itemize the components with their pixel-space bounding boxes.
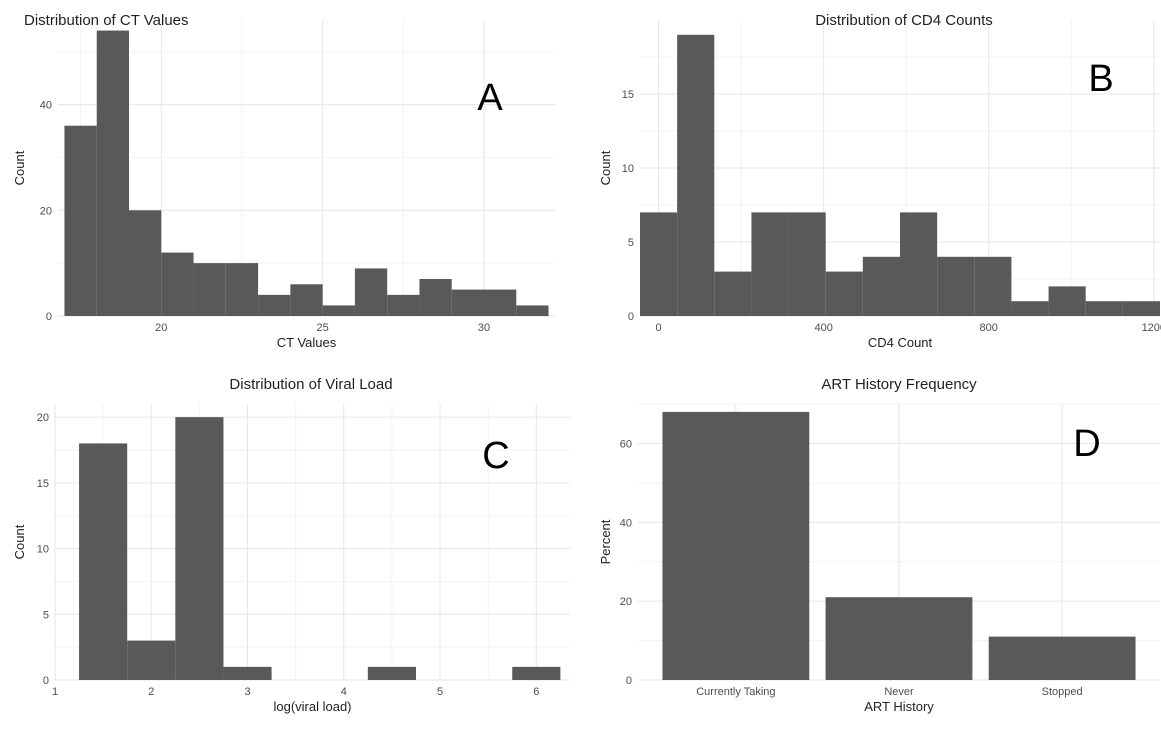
- x-axis-label: CT Values: [277, 335, 337, 350]
- x-category-label: Stopped: [1042, 686, 1083, 698]
- y-tick-label: 0: [628, 311, 634, 323]
- x-axis-label: CD4 Count: [868, 335, 933, 350]
- histogram-bar: [322, 305, 355, 316]
- x-tick-label: 25: [317, 322, 329, 334]
- y-axis-label: Count: [12, 150, 27, 185]
- panel-letter: D: [1073, 423, 1100, 465]
- histogram-bar: [225, 263, 259, 316]
- histogram-bar: [862, 256, 900, 316]
- histogram-bar: [175, 417, 224, 680]
- bar: [825, 597, 973, 680]
- y-tick-label: 0: [43, 675, 49, 687]
- bar: [988, 636, 1136, 680]
- histogram-bar: [419, 279, 452, 316]
- chart-title: Distribution of Viral Load: [229, 376, 392, 393]
- x-tick-label: 4: [341, 686, 347, 698]
- histogram-bar: [193, 263, 226, 316]
- y-tick-label: 40: [40, 100, 52, 112]
- y-tick-label: 20: [37, 412, 49, 424]
- x-tick-label: 1200: [1142, 322, 1161, 334]
- histogram-bar: [900, 212, 938, 316]
- y-tick-label: 5: [43, 609, 49, 621]
- histogram-bar: [714, 271, 752, 316]
- y-axis-label: Percent: [598, 519, 613, 564]
- histogram-bar: [1011, 301, 1049, 316]
- histogram-bar: [751, 212, 789, 316]
- x-tick-label: 400: [814, 322, 832, 334]
- panel-letter: B: [1088, 58, 1113, 100]
- histogram-bar: [512, 666, 561, 680]
- histogram-bar: [825, 271, 863, 316]
- y-tick-label: 0: [626, 675, 632, 687]
- panel-d: 0 20 40 60 Currently Taking Never Stopped ART H…: [598, 376, 1160, 714]
- panel-c: 0 5 10 15 20 1 2 3 4 5 6 Distribution of Viral Load…: [12, 376, 570, 714]
- panel-b: 0 5 10 15 0 400 800 1200 Distribution of CD4 Cou…: [598, 12, 1161, 350]
- y-tick-label: 0: [46, 311, 52, 323]
- chart-title: Distribution of CT Values: [24, 12, 189, 29]
- panel-letter: C: [482, 435, 509, 477]
- histogram-bar: [1085, 301, 1123, 316]
- y-tick-label: 5: [628, 237, 634, 249]
- histogram-bar: [484, 289, 517, 316]
- y-tick-label: 20: [620, 596, 632, 608]
- x-axis-label: log(viral load): [273, 699, 351, 714]
- histogram-bar: [516, 305, 549, 316]
- histogram-bar: [258, 294, 291, 316]
- y-tick-label: 15: [622, 89, 634, 101]
- histogram-bar: [1048, 286, 1086, 316]
- x-axis-label: ART History: [864, 699, 934, 714]
- y-tick-label: 40: [620, 517, 632, 529]
- x-category-label: Currently Taking: [696, 686, 775, 698]
- bar: [662, 411, 810, 680]
- histogram-bar: [367, 666, 416, 680]
- histogram-bar: [96, 30, 129, 316]
- x-category-label: Never: [884, 686, 914, 698]
- x-tick-label: 800: [980, 322, 998, 334]
- x-tick-label: 2: [148, 686, 154, 698]
- x-tick-label: 1: [52, 686, 58, 698]
- y-axis-label: Count: [12, 524, 27, 559]
- histogram-bar: [788, 212, 826, 316]
- y-tick-label: 10: [37, 544, 49, 556]
- x-tick-label: 0: [656, 322, 662, 334]
- histogram-bar: [161, 252, 194, 316]
- histogram-bar: [223, 666, 272, 680]
- histogram-bar: [974, 256, 1012, 316]
- histogram-bar: [387, 294, 420, 316]
- panel-a: 0 20 40 20 25 30 Distribution of CT Values CT V…: [12, 12, 555, 350]
- x-tick-label: 5: [437, 686, 443, 698]
- chart-title: Distribution of CD4 Counts: [815, 12, 993, 29]
- panel-letter: A: [477, 77, 503, 119]
- y-tick-label: 20: [40, 205, 52, 217]
- histogram-bar: [677, 34, 715, 317]
- histogram-bar: [640, 212, 678, 316]
- x-tick-label: 6: [533, 686, 539, 698]
- y-tick-label: 15: [37, 478, 49, 490]
- x-tick-label: 20: [155, 322, 167, 334]
- y-tick-label: 60: [620, 438, 632, 450]
- histogram-bar: [79, 443, 128, 680]
- histogram-bar: [937, 256, 975, 316]
- x-tick-label: 3: [244, 686, 250, 698]
- histogram-bar: [354, 268, 388, 316]
- histogram-bar: [127, 640, 176, 680]
- histogram-bar: [129, 210, 162, 316]
- x-tick-label: 30: [478, 322, 490, 334]
- y-axis-label: Count: [598, 150, 613, 185]
- histogram-bar: [451, 289, 484, 316]
- histogram-bar: [290, 284, 323, 316]
- chart-title: ART History Frequency: [821, 376, 977, 393]
- histogram-bar: [1122, 301, 1160, 316]
- y-tick-label: 10: [622, 163, 634, 175]
- histogram-bar: [64, 125, 97, 316]
